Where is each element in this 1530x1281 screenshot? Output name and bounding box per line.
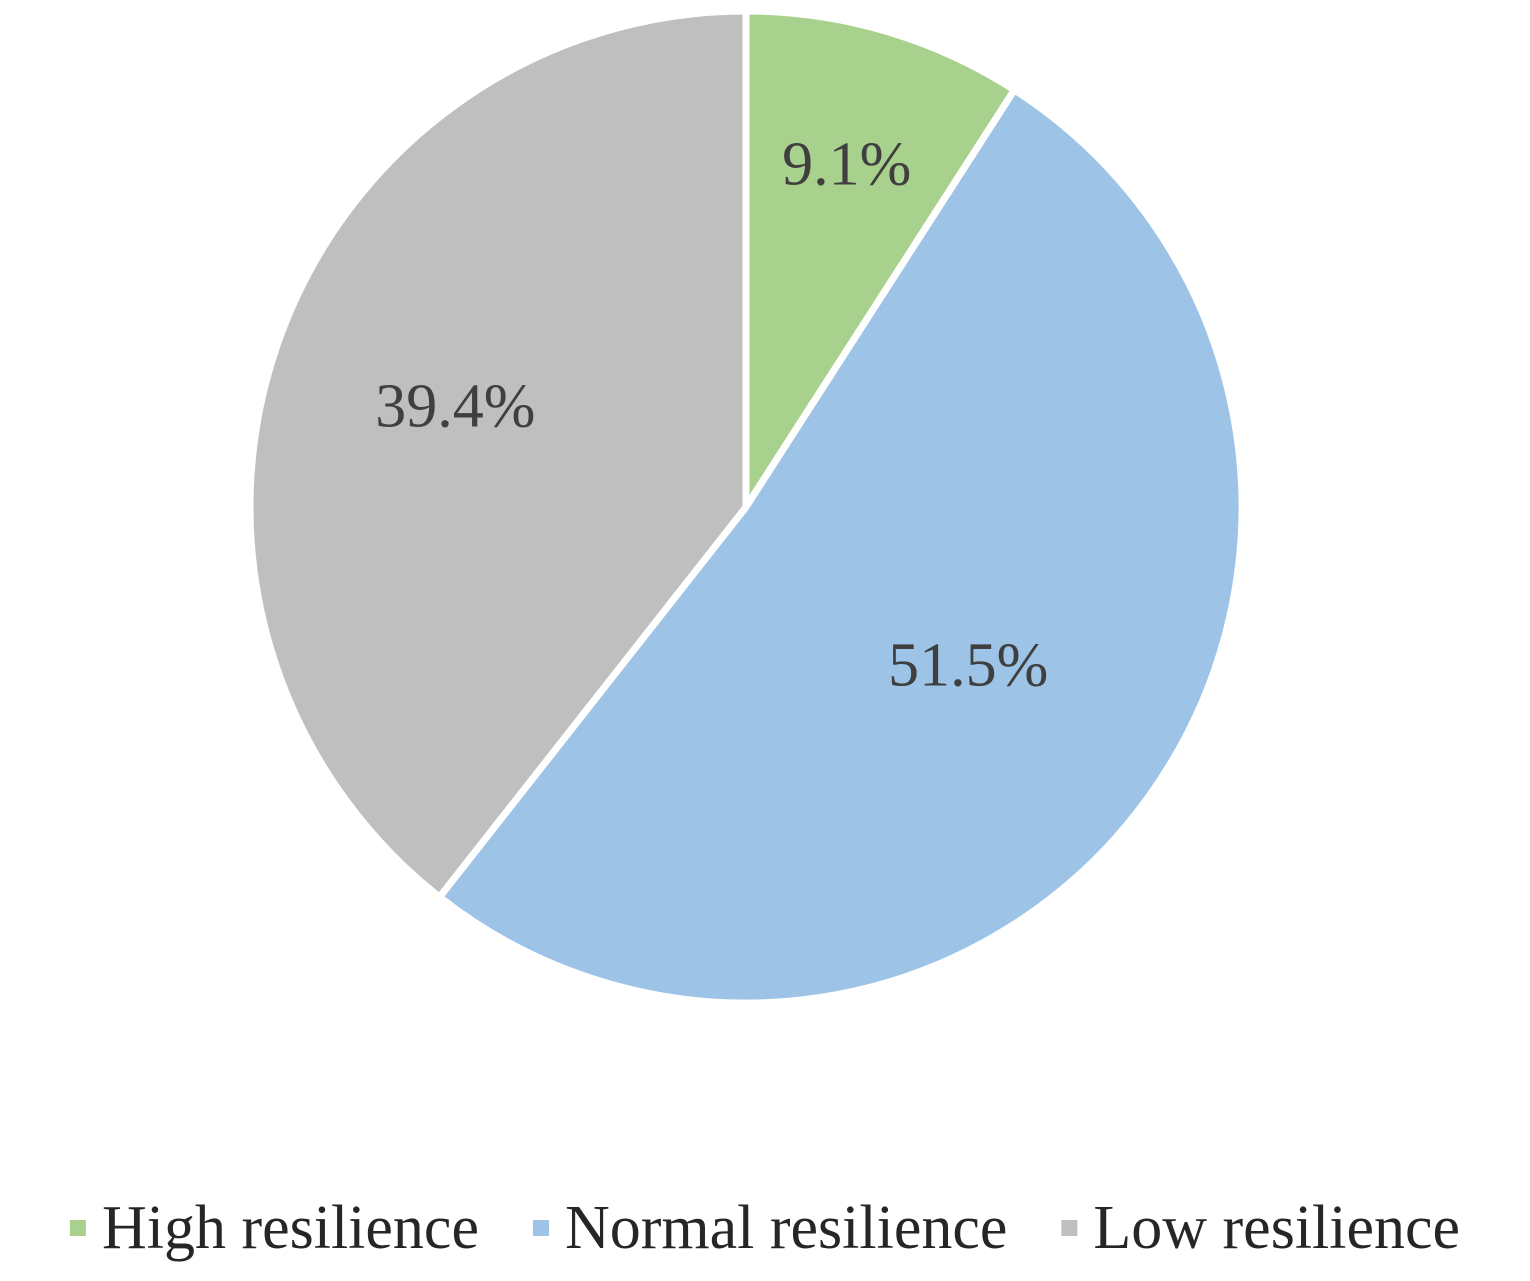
legend-marker <box>1061 1220 1078 1236</box>
data-label-high-resilience: 9.1% <box>782 130 911 198</box>
legend-item-low-resilience: Low resilience <box>1061 1194 1460 1262</box>
legend-marker <box>532 1220 549 1236</box>
legend-label: Low resilience <box>1093 1194 1460 1262</box>
legend-marker <box>69 1220 86 1236</box>
pie-data-labels: 9.1% 51.5% 39.4% <box>375 130 1048 699</box>
pie-slice-normal-resilience <box>436 86 1246 1007</box>
legend-item-normal-resilience: Normal resilience <box>532 1194 1007 1262</box>
legend-label: High resilience <box>102 1194 479 1262</box>
pie-slice-low-resilience <box>246 7 750 901</box>
legend: High resilience Normal resilience Low resi… <box>69 1194 1460 1262</box>
pie-slices <box>246 7 1246 1007</box>
data-label-low-resilience: 39.4% <box>375 372 535 440</box>
legend-label: Normal resilience <box>565 1194 1007 1262</box>
pie-slice-high-resilience <box>742 7 1018 511</box>
data-label-normal-resilience: 51.5% <box>888 631 1048 699</box>
legend-item-high-resilience: High resilience <box>69 1194 479 1262</box>
